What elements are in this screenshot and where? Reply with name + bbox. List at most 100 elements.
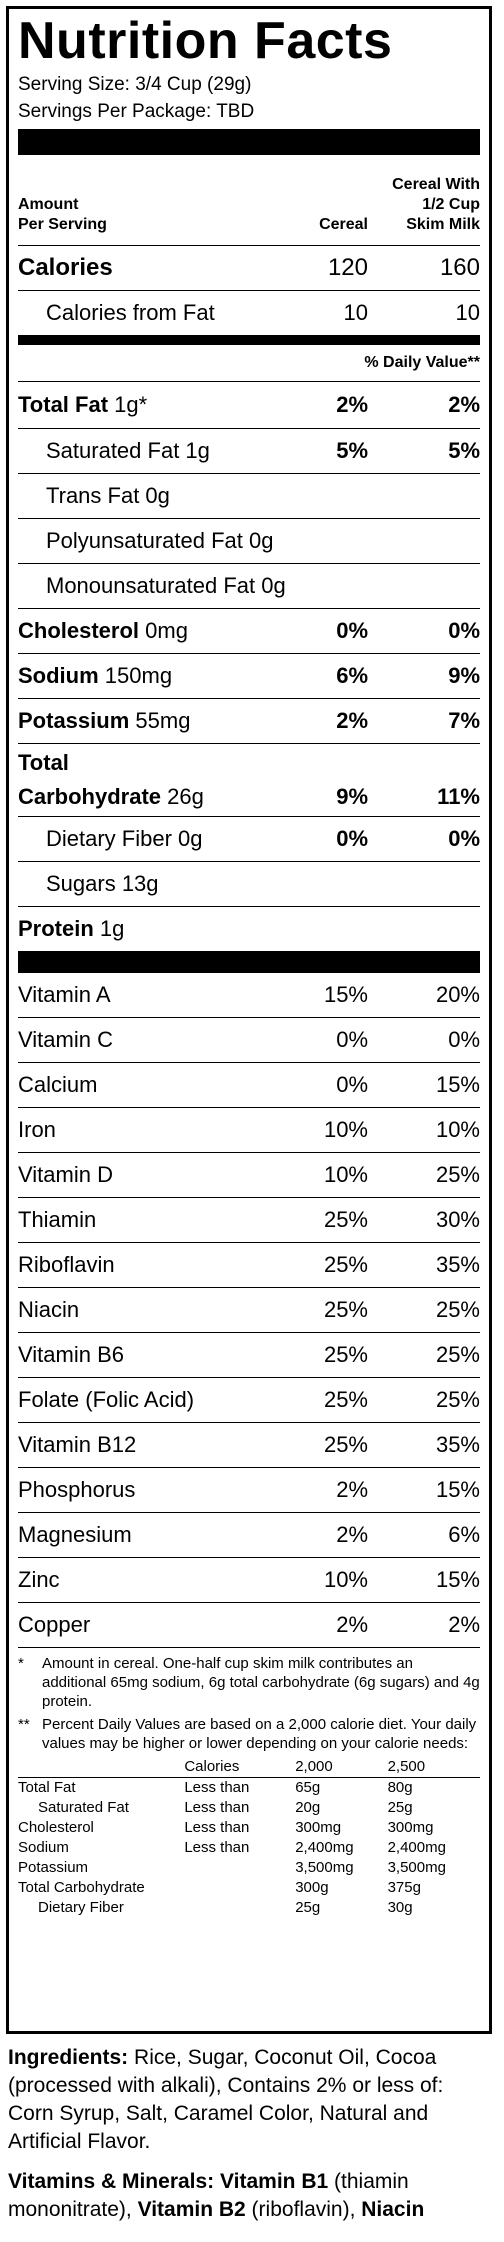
dv-table-cell xyxy=(184,1878,295,1898)
daily-value-header: % Daily Value** xyxy=(364,354,480,371)
vitamin-row: Vitamin B6 25% 25% xyxy=(18,1333,480,1378)
vitamins-minerals-paragraph: Vitamins & Minerals: Vitamin B1 (thiamin… xyxy=(8,2168,492,2224)
total-carb-label-line1: Total xyxy=(18,750,69,775)
total-fat-name: Total Fat xyxy=(18,392,109,417)
vitamin-with-milk: 30% xyxy=(435,1207,480,1232)
dv-table-cell: Total Carbohydrate xyxy=(18,1879,145,1896)
poly-fat-label: Polyunsaturated Fat 0g xyxy=(46,528,274,553)
vitamin-row: Vitamin A 15% 20% xyxy=(18,973,480,1018)
vitamin-cereal: 25% xyxy=(323,1432,368,1457)
mono-fat-label: Monounsaturated Fat 0g xyxy=(46,573,286,598)
sodium-cereal: 6% xyxy=(336,663,368,688)
trans-fat-label: Trans Fat 0g xyxy=(46,483,170,508)
protein-label: Protein 1g xyxy=(18,916,124,942)
vitamin-name: Zinc xyxy=(18,1567,60,1592)
footnotes: * Amount in cereal. One-half cup skim mi… xyxy=(18,1648,480,1918)
calories-from-fat-with-milk: 10 xyxy=(455,300,480,325)
vitamin-b2-label: Vitamin B2 xyxy=(137,2198,246,2221)
col2-header-line2: 1/2 Cup xyxy=(422,196,480,213)
poly-fat-row: Polyunsaturated Fat 0g xyxy=(18,519,480,564)
vitamin-row: Copper 2% 2% xyxy=(18,1603,480,1648)
dv-table-cell: Dietary Fiber xyxy=(38,1899,124,1916)
sodium-row: Sodium 150mg 6% 9% xyxy=(18,654,480,699)
vitamin-name: Copper xyxy=(18,1612,91,1637)
vitamin-cereal: 2% xyxy=(336,1477,368,1502)
dv-table-cell: 2,400mg xyxy=(387,1839,446,1856)
dv-table-cell: Sodium xyxy=(18,1839,69,1856)
sugars-row: Sugars 13g xyxy=(18,862,480,907)
vitamin-name: Vitamin A xyxy=(18,982,111,1007)
total-carb-name: Carbohydrate xyxy=(18,784,162,809)
dv-table-cell: Less than xyxy=(184,1799,250,1816)
saturated-fat-with-milk: 5% xyxy=(448,438,480,463)
cholesterol-row: Cholesterol 0mg 0% 0% xyxy=(18,609,480,654)
dv-table-header-cell: 2,500 xyxy=(387,1758,426,1775)
vitamin-row: Niacin 25% 25% xyxy=(18,1288,480,1333)
dv-table-cell: Saturated Fat xyxy=(38,1799,129,1816)
sodium-name: Sodium xyxy=(18,663,99,688)
vitamin-with-milk: 35% xyxy=(435,1432,480,1457)
calories-row: Calories 120 160 xyxy=(18,246,480,291)
vitamin-name: Vitamin D xyxy=(18,1162,113,1187)
dietary-fiber-with-milk: 0% xyxy=(448,826,480,851)
total-carbohydrate-row: Total Carbohydrate 26g 9% 11% xyxy=(18,744,480,817)
calories-from-fat-cereal: 10 xyxy=(343,300,368,325)
vitamin-row: Folate (Folic Acid) 25% 25% xyxy=(18,1378,480,1423)
saturated-fat-row: Saturated Fat 1g 5% 5% xyxy=(18,429,480,474)
vitamin-with-milk: 10% xyxy=(435,1117,480,1142)
vitamin-cereal: 15% xyxy=(323,982,368,1007)
footnote-amount: * Amount in cereal. One-half cup skim mi… xyxy=(18,1654,480,1711)
calories-label: Calories xyxy=(18,254,113,281)
vitamin-row: Vitamin C 0% 0% xyxy=(18,1018,480,1063)
ingredients-paragraph: Ingredients: Rice, Sugar, Coconut Oil, C… xyxy=(8,2044,492,2156)
mono-fat-row: Monounsaturated Fat 0g xyxy=(18,564,480,609)
vitamin-cereal: 25% xyxy=(323,1207,368,1232)
vitamin-b2-text: (riboflavin), xyxy=(245,2198,362,2221)
dv-table-header-cell: Calories xyxy=(184,1758,240,1775)
vitamin-with-milk: 0% xyxy=(448,1027,480,1052)
dv-table-cell: 375g xyxy=(387,1879,421,1896)
sodium-with-milk: 9% xyxy=(448,663,480,688)
vitamin-b1-label: Vitamin B1 xyxy=(220,2170,329,2193)
dv-table-divider-cell xyxy=(18,1777,480,1778)
daily-value-reference-table: Calories 2,000 2,500 Total Fat Less than 65g 8… xyxy=(18,1757,480,1918)
vitamin-with-milk: 20% xyxy=(435,982,480,1007)
potassium-row: Potassium 55mg 2% 7% xyxy=(18,699,480,744)
vitamin-row: Vitamin B12 25% 35% xyxy=(18,1423,480,1468)
dv-table-cell: 300mg xyxy=(295,1819,342,1836)
total-fat-with-milk: 2% xyxy=(448,392,480,417)
vitamin-with-milk: 6% xyxy=(448,1522,480,1547)
column-header: Amount Per Serving Cereal Cereal With 1/… xyxy=(18,155,480,246)
vitamins-minerals-label: Vitamins & Minerals: xyxy=(8,2170,215,2193)
vitamin-cereal: 2% xyxy=(336,1612,368,1637)
divider-thick-vitamins xyxy=(18,951,480,973)
vitamin-name: Magnesium xyxy=(18,1522,132,1547)
col1-header: Cereal xyxy=(319,216,368,233)
dv-table-cell: 25g xyxy=(387,1799,413,1816)
cholesterol-amount: 0mg xyxy=(145,618,188,643)
vitamin-cereal: 25% xyxy=(323,1252,368,1277)
footnote-amount-mark: * xyxy=(18,1655,24,1672)
col2-header: Cereal With 1/2 Cup Skim Milk xyxy=(392,175,480,235)
vitamin-with-milk: 35% xyxy=(435,1252,480,1277)
vitamin-row: Zinc 10% 15% xyxy=(18,1558,480,1603)
sodium-label: Sodium 150mg xyxy=(18,663,172,689)
dv-table-header-cell: 2,000 xyxy=(295,1758,333,1775)
vitamin-name: Phosphorus xyxy=(18,1477,136,1502)
saturated-fat-label: Saturated Fat 1g xyxy=(46,438,210,463)
potassium-cereal: 2% xyxy=(336,708,368,733)
vitamin-list: Vitamin A 15% 20% Vitamin C 0% 0% Calcium 0% 15%… xyxy=(18,973,480,1648)
col2-header-line3: Skim Milk xyxy=(406,216,480,233)
dv-table-row: Total Fat Less than 65g 80g xyxy=(18,1778,480,1798)
vitamin-name: Vitamin B12 xyxy=(18,1432,137,1457)
vitamin-row: Riboflavin 25% 35% xyxy=(18,1243,480,1288)
dv-table-cell: Total Fat xyxy=(18,1779,76,1796)
vitamin-cereal: 0% xyxy=(336,1027,368,1052)
amount-per-serving: Amount Per Serving xyxy=(18,195,107,235)
dv-table-header-cell xyxy=(18,1757,184,1778)
total-fat-label: Total Fat 1g* xyxy=(18,392,147,418)
cholesterol-cereal: 0% xyxy=(336,618,368,643)
dv-table-cell: 30g xyxy=(387,1899,413,1916)
vitamin-with-milk: 15% xyxy=(435,1567,480,1592)
vitamin-row: Iron 10% 10% xyxy=(18,1108,480,1153)
